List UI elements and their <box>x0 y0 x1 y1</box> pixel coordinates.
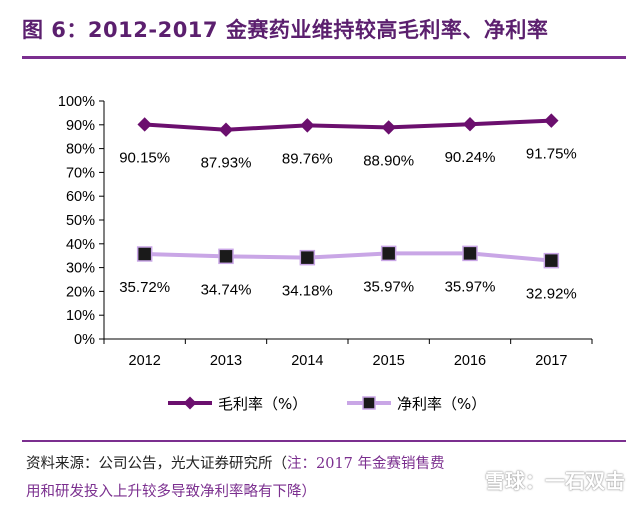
x-axis: 2012 2013 2014 2015 2016 2017 <box>103 338 593 369</box>
y-tick-label: 80% <box>66 142 95 158</box>
data-point-square <box>136 246 153 262</box>
x-tick-label: 2016 <box>454 353 486 369</box>
margin-line-chart: 0%10%20%30%40%50%60%70%80%90%100% 2012 20… <box>58 94 593 413</box>
y-tick-label: 30% <box>66 261 95 277</box>
x-tick-label: 2013 <box>210 353 242 369</box>
data-point-square <box>543 252 560 269</box>
y-tick-label: 50% <box>66 213 95 229</box>
series-line <box>144 251 552 263</box>
legend-label: 净利率（%） <box>397 395 486 413</box>
data-point-diamond <box>218 122 234 137</box>
source-line-1: 资料来源：公司公告，光大证券研究所（注：2017 年金赛销售费 <box>26 450 626 478</box>
legend-marker <box>362 396 376 410</box>
y-tick-label: 0% <box>74 332 95 348</box>
legend-marker <box>183 396 197 410</box>
y-tick-label: 40% <box>66 237 95 253</box>
chart-series: 90.15% 87.93% 89.76% 88.90% 90.24% 91.75% 35.7… <box>119 113 577 303</box>
data-point-square <box>462 245 478 262</box>
y-tick-label: 70% <box>66 165 95 181</box>
y-tick-label: 10% <box>66 308 95 324</box>
series-line <box>144 118 552 132</box>
data-point-diamond <box>137 117 152 132</box>
data-point-square <box>218 248 234 265</box>
x-tick-label: 2012 <box>129 353 161 369</box>
y-tick-label: 20% <box>66 284 95 300</box>
data-label: 90.15% <box>119 149 170 166</box>
title-divider <box>22 56 626 59</box>
data-label: 35.97% <box>363 278 414 295</box>
x-tick-label: 2017 <box>535 353 567 369</box>
legend-label: 毛利率（%） <box>218 395 307 413</box>
chart-legend: 毛利率（%） 净利率（%） <box>168 395 486 413</box>
data-label: 91.75% <box>526 146 577 163</box>
data-label: 34.74% <box>201 281 252 298</box>
data-label: 35.97% <box>445 278 496 295</box>
x-tick-label: 2014 <box>291 353 323 369</box>
data-label: 88.90% <box>363 152 414 169</box>
source-note: 资料来源：公司公告，光大证券研究所（注：2017 年金赛销售费 用和研发投入上升… <box>26 450 626 506</box>
data-label: 34.18% <box>282 283 333 300</box>
watermark: 雪球：一石双击 <box>485 469 625 493</box>
source-line-2: 用和研发投入上升较多导致净利率略有下降） <box>26 484 316 500</box>
footer-divider <box>22 440 626 442</box>
data-point-square <box>380 245 397 262</box>
page-title: 图 6：2012-2017 金赛药业维持较高毛利率、净利率 <box>22 18 549 42</box>
data-label: 35.72% <box>119 279 170 296</box>
series-gross-margin: 90.15% 87.93% 89.76% 88.90% 90.24% 91.75% <box>119 113 577 172</box>
source-note-highlight: 注：2017 年金赛销售费 <box>287 456 445 472</box>
data-label: 32.92% <box>526 286 577 303</box>
y-axis: 0% 10% 20% 30% 40% 50% 60% 70% 80% 90% 100% <box>58 94 105 348</box>
data-label: 87.93% <box>201 155 252 172</box>
series-net-margin: 35.72% 34.74% 34.18% 35.97% 35.97% 32.92% <box>119 245 577 303</box>
data-point-diamond <box>462 117 478 132</box>
data-point-diamond <box>381 120 396 135</box>
legend-item: 毛利率（%） <box>168 395 307 413</box>
y-tick-label: 60% <box>66 189 95 205</box>
y-tick-label: 100% <box>58 94 95 110</box>
y-tick-label: 90% <box>66 118 95 134</box>
source-prefix: 资料来源：公司公告，光大证券研究所（ <box>26 456 287 472</box>
data-label: 90.24% <box>445 149 496 166</box>
data-point-diamond <box>544 113 559 128</box>
legend-item: 净利率（%） <box>347 395 486 413</box>
data-point-square <box>299 249 316 266</box>
data-point-diamond <box>300 118 315 133</box>
x-tick-label: 2015 <box>373 353 405 369</box>
data-label: 89.76% <box>282 150 333 167</box>
